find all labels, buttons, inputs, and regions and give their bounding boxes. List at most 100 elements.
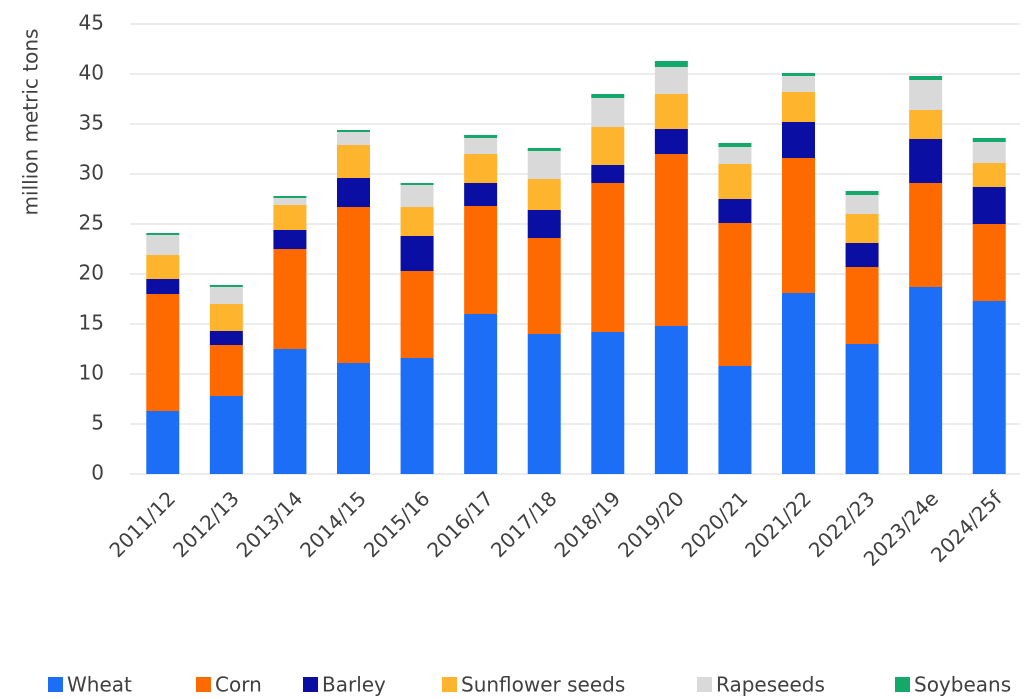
bar-segment <box>337 130 370 132</box>
y-tick-label: 20 <box>79 261 104 285</box>
bar-segment <box>464 135 498 138</box>
bar-segment <box>337 207 370 363</box>
x-tick-label: 2015/16 <box>359 486 435 562</box>
bar-segment <box>909 80 943 110</box>
y-tick-label: 10 <box>79 361 104 385</box>
bar-segment <box>527 334 561 474</box>
bar-segment <box>654 129 688 154</box>
bar-segment <box>845 267 879 344</box>
bar-segment <box>972 138 1006 142</box>
legend-label: Corn <box>215 673 262 697</box>
bar-segment <box>718 143 752 147</box>
x-tick-label: 2020/21 <box>677 486 753 562</box>
bar-segment <box>909 183 943 287</box>
x-tick-label: 2017/18 <box>486 486 562 562</box>
bar-segment <box>782 158 815 293</box>
bar-segment <box>782 122 815 158</box>
y-axis-label: million metric tons <box>19 29 43 216</box>
legend-label: Rapeseeds <box>716 673 825 697</box>
x-tick-label: 2011/12 <box>104 486 180 562</box>
bar-segment <box>972 142 1006 163</box>
bar-segment <box>464 138 498 154</box>
bar-segment <box>718 199 752 223</box>
bar-segment <box>400 271 434 358</box>
bar-segment <box>654 67 688 94</box>
bar-segment <box>845 214 879 243</box>
bar-segment <box>400 185 434 207</box>
bar-segment <box>718 147 752 164</box>
bar-segment <box>909 287 943 474</box>
bar-segment <box>909 110 943 139</box>
legend-label: Wheat <box>67 673 132 697</box>
bar-segment <box>209 331 243 345</box>
y-tick-label: 40 <box>79 61 104 85</box>
legend-swatch <box>196 677 211 692</box>
bar-segment <box>782 92 815 122</box>
bar-segment <box>464 154 498 183</box>
bar-segment <box>845 344 879 474</box>
bar-segment <box>782 293 815 474</box>
bar-segment <box>591 94 625 98</box>
bar-segment <box>782 73 815 76</box>
bar-segment <box>591 165 625 183</box>
y-tick-label: 45 <box>79 11 104 35</box>
legend-swatch <box>442 677 457 692</box>
bar-segment <box>527 151 561 179</box>
bar-segment <box>273 205 307 230</box>
bar-segment <box>591 98 625 127</box>
x-tick-label: 2016/17 <box>422 486 498 562</box>
legend-swatch <box>303 677 318 692</box>
x-tick-label: 2019/20 <box>613 486 689 562</box>
bar-segment <box>972 301 1006 474</box>
bar-segment <box>972 163 1006 187</box>
bar-segment <box>146 411 180 474</box>
bar-segment <box>591 332 625 474</box>
y-tick-label: 35 <box>79 111 104 135</box>
bar-segment <box>146 233 180 235</box>
bar-segment <box>209 285 243 287</box>
legend-label: Barley <box>322 673 386 697</box>
bar-segment <box>527 210 561 238</box>
legend-swatch <box>697 677 712 692</box>
bar-segment <box>273 249 307 349</box>
bar-segment <box>654 326 688 474</box>
bar-segment <box>209 304 243 331</box>
bar-segment <box>464 314 498 474</box>
bar-segment <box>527 179 561 210</box>
bar-segment <box>273 196 307 198</box>
bar-segment <box>337 178 370 207</box>
y-tick-label: 25 <box>79 211 104 235</box>
bar-segment <box>591 127 625 165</box>
x-tick-label: 2018/19 <box>549 486 625 562</box>
bar-segment <box>972 187 1006 224</box>
bar-segment <box>909 76 943 80</box>
bar-segment <box>718 366 752 474</box>
bar-segment <box>782 76 815 92</box>
bar-segment <box>845 195 879 214</box>
bar-segment <box>146 255 180 279</box>
bar-segment <box>400 236 434 271</box>
bar-segment <box>273 230 307 249</box>
legend-swatch <box>895 677 910 692</box>
bar-segment <box>654 61 688 67</box>
y-tick-label: 30 <box>79 161 104 185</box>
bar-segment <box>718 164 752 199</box>
bar-segment <box>464 206 498 314</box>
bar-segment <box>337 145 370 178</box>
x-tick-label: 2024/25f <box>926 486 1007 567</box>
bar-segment <box>209 287 243 304</box>
bar-segment <box>909 139 943 183</box>
bar-segment <box>337 363 370 474</box>
legend-label: Soybeans <box>914 673 1011 697</box>
bar-segment <box>527 148 561 151</box>
x-tick-label: 2013/14 <box>232 486 308 562</box>
bar-segment <box>273 198 307 205</box>
bar-segment <box>845 243 879 267</box>
bar-segment <box>464 183 498 206</box>
y-tick-label: 5 <box>91 411 104 435</box>
x-tick-label: 2021/22 <box>740 486 816 562</box>
x-tick-label: 2012/13 <box>168 486 244 562</box>
bar-segment <box>654 94 688 129</box>
bar-segment <box>654 154 688 326</box>
